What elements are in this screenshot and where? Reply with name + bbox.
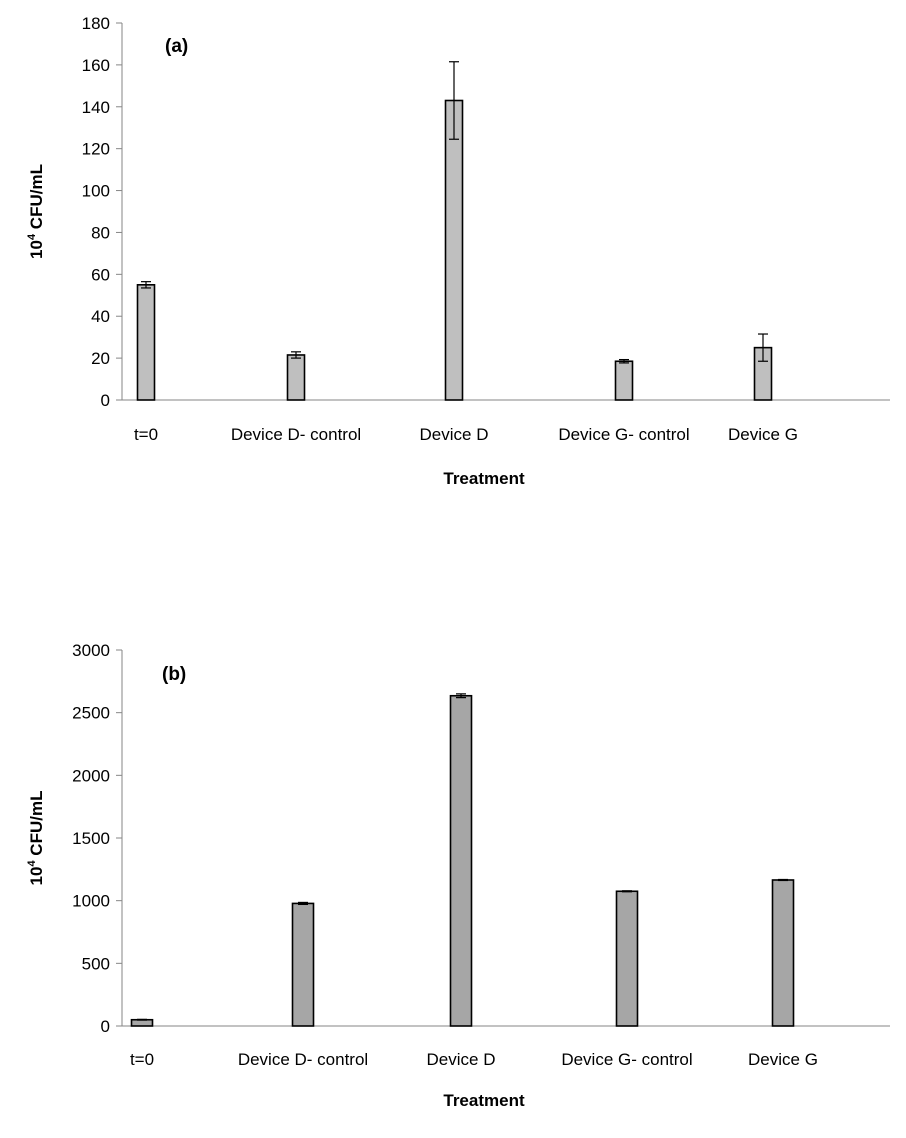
y-tick-label: 0 <box>101 391 110 410</box>
x-tick-label: Device D <box>420 425 489 444</box>
error-bar <box>758 333 768 362</box>
bar <box>136 284 156 401</box>
panel-label: (a) <box>165 36 188 57</box>
y-tick-label: 100 <box>82 182 110 201</box>
error-bar <box>137 1018 147 1021</box>
error-bar <box>141 281 151 289</box>
bar <box>444 99 464 401</box>
x-tick-label: Device D- control <box>238 1050 368 1069</box>
x-tick-label: Device G- control <box>558 425 689 444</box>
x-tick-label: Device D <box>427 1050 496 1069</box>
error-bar <box>456 693 466 699</box>
x-axis-title: Treatment <box>443 469 525 488</box>
y-tick-label: 1500 <box>72 829 110 848</box>
y-tick-label: 60 <box>91 265 110 284</box>
chart-panel-a: 0 20 40 60 80 100 120 140 160 180 t=0 Device D- con… <box>26 14 890 488</box>
error-bar <box>291 351 301 359</box>
bar <box>614 360 634 401</box>
bar <box>291 902 315 1027</box>
y-tick-label: 120 <box>82 140 110 159</box>
y-tick-label: 180 <box>82 14 110 33</box>
error-bar <box>622 890 632 893</box>
y-tick-label: 500 <box>82 954 110 973</box>
x-tick-label: Device G <box>728 425 798 444</box>
error-bar <box>619 358 629 364</box>
y-tick-label: 20 <box>91 349 110 368</box>
y-tick-label: 2500 <box>72 704 110 723</box>
y-tick-label: 0 <box>101 1017 110 1036</box>
y-axis-title: 104 CFU/mL <box>26 791 46 886</box>
error-bar <box>449 61 459 140</box>
y-axis-title: 104 CFU/mL <box>26 164 46 259</box>
y-tick-label: 2000 <box>72 766 110 785</box>
x-tick-label: t=0 <box>134 425 158 444</box>
error-bar <box>778 878 788 882</box>
bar <box>449 694 473 1027</box>
x-tick-label: Device G <box>748 1050 818 1069</box>
panel-label: (b) <box>162 664 186 685</box>
y-tick-label: 1000 <box>72 892 110 911</box>
x-tick-label: t=0 <box>130 1050 154 1069</box>
bar <box>286 354 306 401</box>
y-tick-label: 80 <box>91 223 110 242</box>
x-axis-title: Treatment <box>443 1091 525 1110</box>
y-tick-label: 3000 <box>72 641 110 660</box>
x-tick-label: Device D- control <box>231 425 361 444</box>
bar <box>771 879 795 1027</box>
chart-panel-b: 0 500 1000 1500 2000 2500 3000 t=0 Device D- con… <box>26 641 890 1110</box>
y-tick-label: 140 <box>82 98 110 117</box>
error-bar <box>298 901 308 906</box>
x-tick-label: Device G- control <box>561 1050 692 1069</box>
y-tick-label: 160 <box>82 56 110 75</box>
y-tick-label: 40 <box>91 307 110 326</box>
bar <box>615 890 639 1027</box>
